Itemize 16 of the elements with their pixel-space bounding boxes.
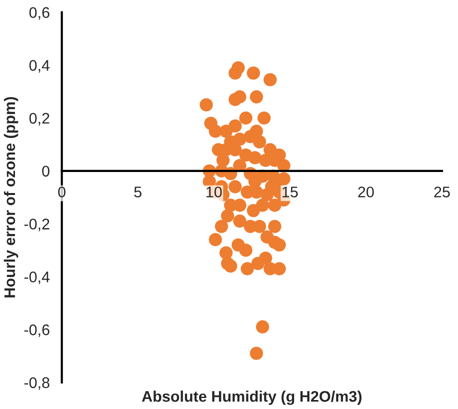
y-tick-label: 0,6 <box>29 7 50 20</box>
x-tick-label: 0 <box>58 186 66 198</box>
y-tick-label: -0,4 <box>24 272 50 284</box>
y-tick-label: -0,2 <box>24 218 50 232</box>
x-tick-label: 15 <box>282 186 298 198</box>
y-tick-label: 0,2 <box>29 112 50 126</box>
x-tick-label: 10 <box>206 186 222 198</box>
x-axis-title: Absolute Humidity (g H2O/m3) <box>142 390 362 405</box>
x-tick-label: 20 <box>358 186 374 198</box>
x-tick-label: 5 <box>134 186 142 198</box>
y-tick-label: 0,4 <box>29 60 50 73</box>
x-tick-label: 25 <box>434 186 450 198</box>
y-tick-label: 0 <box>42 166 50 177</box>
y-tick-label: -0,8 <box>24 377 50 390</box>
y-axis-title: Hourly error of ozone (ppm) <box>4 97 18 298</box>
y-tick-label: -0,6 <box>24 324 50 338</box>
